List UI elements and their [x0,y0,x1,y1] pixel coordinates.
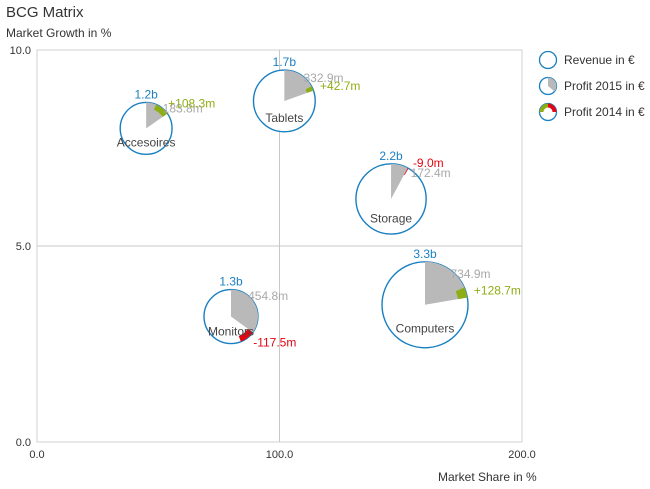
y-axis-label: Market Growth in % [6,26,112,40]
revenue-value-label: 1.3b [219,275,243,289]
chart-title: BCG Matrix [6,4,84,21]
x-tick-label: 100.0 [266,449,294,461]
profit-2015-value-label: 183.8m [163,101,203,115]
profit-delta-band [153,104,168,117]
profit-2015-value-label: 454.8m [248,289,288,303]
legend-item-revenue[interactable]: Revenue in € [538,50,645,70]
legend-label: Profit 2014 in € [564,105,645,119]
legend-label: Revenue in € [564,53,635,67]
category-label: Storage [370,211,412,225]
x-tick-label: 0.0 [29,449,44,461]
profit-delta-band [305,86,314,93]
profit-delta-band [455,287,468,300]
legend-label: Profit 2015 in € [564,79,645,93]
profit-2014-delta-icon [538,102,558,122]
profit-delta-value-label: +42.7m [320,79,360,93]
revenue-value-label: 2.2b [379,149,403,163]
revenue-value-label: 1.7b [273,55,297,69]
revenue-value-label: 1.2b [134,87,158,101]
profit-2015-wedge [391,163,408,199]
legend-item-profit-2014[interactable]: Profit 2014 in € [538,102,645,122]
profit-delta-value-label: +108.3m [168,97,215,111]
profit-2015-value-label: 172.4m [411,166,451,180]
profit-2015-value-label: 332.9m [303,71,343,85]
category-label: Computers [396,321,455,335]
profit-delta-value-label: -9.0m [413,156,444,170]
revenue-circle-icon [538,50,558,70]
profit-2015-pie-icon [538,76,558,96]
category-label: Tablets [265,111,303,125]
category-label: Accesoires [117,136,176,150]
profit-2015-value-label: 734.9m [450,267,490,281]
revenue-value-label: 3.3b [413,247,437,261]
profit-2015-wedge [231,289,258,333]
profit-delta-value-label: +128.7m [474,284,521,298]
x-axis-label: Market Share in % [438,470,537,484]
profit-delta-band [403,168,409,176]
legend-item-profit-2015[interactable]: Profit 2015 in € [538,76,645,96]
category-label: Monitors [208,324,254,338]
profit-delta-value-label: -117.5m [253,336,296,350]
x-tick-label: 200.0 [508,449,536,461]
legend: Revenue in € Profit 2015 in € Profit 201… [538,50,645,128]
profit-2015-wedge [284,70,314,101]
profit-delta-band [238,328,253,342]
y-tick-label: 10.0 [10,45,31,57]
y-tick-label: 5.0 [16,241,31,253]
y-tick-label: 0.0 [16,437,31,449]
